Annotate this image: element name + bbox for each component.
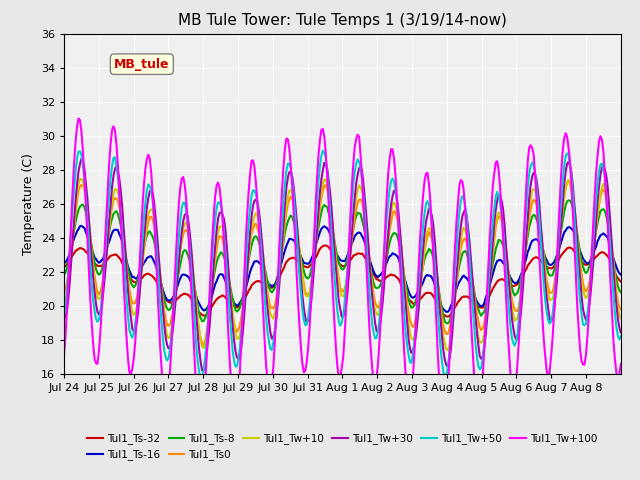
Tul1_Tw+10 — [81, 184, 88, 190]
Tul1_Ts-16 — [617, 272, 625, 277]
Line: Tul1_Ts-16: Tul1_Ts-16 — [64, 226, 621, 312]
Tul1_Tw+10 — [543, 284, 550, 290]
Tul1_Tw+30 — [349, 211, 357, 216]
Tul1_Ts0 — [541, 267, 549, 273]
Tul1_Ts-32 — [616, 277, 623, 283]
Tul1_Ts-32 — [97, 263, 104, 269]
Line: Tul1_Ts0: Tul1_Ts0 — [64, 180, 621, 345]
Tul1_Ts0 — [97, 289, 104, 295]
Tul1_Tw+100 — [81, 174, 88, 180]
Tul1_Ts-8 — [79, 202, 87, 207]
Tul1_Tw+10 — [60, 302, 68, 308]
Tul1_Ts-16 — [98, 257, 106, 263]
Tul1_Tw+100 — [60, 352, 68, 358]
Tul1_Ts0 — [458, 239, 466, 245]
Tul1_Ts0 — [348, 238, 356, 244]
Tul1_Ts-32 — [444, 314, 452, 320]
Tul1_Ts-16 — [348, 240, 356, 246]
Tul1_Tw+100 — [75, 116, 83, 121]
Tul1_Ts-16 — [60, 260, 68, 266]
Tul1_Tw+30 — [460, 209, 468, 215]
Tul1_Tw+30 — [617, 330, 625, 336]
Line: Tul1_Ts-32: Tul1_Ts-32 — [64, 245, 621, 317]
Tul1_Ts-8 — [566, 198, 573, 204]
Tul1_Tw+30 — [77, 156, 85, 162]
Tul1_Ts0 — [60, 290, 68, 296]
Tul1_Ts-32 — [321, 242, 328, 248]
Tul1_Tw+50 — [79, 162, 87, 168]
Tul1_Ts-8 — [616, 288, 623, 293]
Tul1_Ts0 — [617, 306, 625, 312]
Tul1_Tw+10 — [444, 348, 452, 353]
Tul1_Tw+10 — [616, 312, 623, 318]
Tul1_Ts-32 — [543, 264, 550, 269]
Tul1_Ts-16 — [77, 223, 85, 229]
Tul1_Tw+30 — [616, 325, 623, 331]
Tul1_Tw+50 — [460, 194, 468, 200]
Tul1_Tw+100 — [543, 368, 550, 373]
Tul1_Tw+30 — [60, 316, 68, 322]
Title: MB Tule Tower: Tule Temps 1 (3/19/14-now): MB Tule Tower: Tule Temps 1 (3/19/14-now… — [178, 13, 507, 28]
Tul1_Tw+50 — [198, 375, 206, 381]
Tul1_Tw+100 — [460, 188, 468, 194]
Tul1_Ts-32 — [460, 294, 468, 300]
Tul1_Tw+50 — [617, 334, 625, 339]
Tul1_Tw+50 — [319, 148, 326, 154]
Tul1_Tw+10 — [460, 225, 468, 230]
Legend: Tul1_Ts-32, Tul1_Ts-16, Tul1_Ts-8, Tul1_Ts0, Tul1_Tw+10, Tul1_Tw+30, Tul1_Tw+50,: Tul1_Ts-32, Tul1_Ts-16, Tul1_Ts-8, Tul1_… — [83, 429, 602, 465]
Tul1_Ts-32 — [60, 264, 68, 270]
Tul1_Ts-8 — [346, 240, 354, 246]
Tul1_Tw+50 — [616, 336, 623, 342]
Tul1_Ts0 — [200, 342, 207, 348]
Tul1_Ts-16 — [460, 273, 468, 278]
Tul1_Ts-8 — [444, 321, 452, 326]
Tul1_Tw+10 — [617, 315, 625, 321]
Tul1_Tw+50 — [349, 181, 357, 187]
Tul1_Tw+100 — [616, 371, 623, 377]
Tul1_Tw+30 — [98, 303, 106, 309]
Tul1_Ts-8 — [458, 251, 466, 257]
Line: Tul1_Tw+30: Tul1_Tw+30 — [64, 159, 621, 371]
Tul1_Ts-32 — [348, 255, 356, 261]
Tul1_Ts0 — [79, 183, 87, 189]
Tul1_Ts-32 — [79, 246, 87, 252]
Line: Tul1_Ts-8: Tul1_Ts-8 — [64, 201, 621, 324]
Tul1_Tw+50 — [60, 314, 68, 320]
Line: Tul1_Tw+10: Tul1_Tw+10 — [64, 179, 621, 350]
Line: Tul1_Tw+100: Tul1_Tw+100 — [64, 119, 621, 421]
Tul1_Tw+10 — [348, 232, 356, 238]
Line: Tul1_Tw+50: Tul1_Tw+50 — [64, 151, 621, 378]
Tul1_Tw+100 — [98, 305, 106, 311]
Tul1_Ts-16 — [442, 309, 450, 315]
Tul1_Ts0 — [616, 304, 623, 310]
Tul1_Ts-8 — [617, 289, 625, 295]
Tul1_Tw+50 — [97, 310, 104, 315]
Tul1_Tw+100 — [617, 361, 625, 367]
Tul1_Tw+50 — [543, 309, 550, 314]
Text: MB_tule: MB_tule — [114, 58, 170, 71]
Tul1_Ts-16 — [81, 225, 88, 231]
Tul1_Tw+100 — [197, 418, 205, 424]
Tul1_Tw+10 — [98, 289, 106, 295]
Tul1_Ts-8 — [60, 272, 68, 278]
Tul1_Tw+30 — [543, 294, 550, 300]
Tul1_Ts-8 — [97, 271, 104, 276]
Tul1_Tw+10 — [76, 176, 84, 182]
Tul1_Tw+30 — [198, 368, 206, 373]
Tul1_Ts-16 — [616, 270, 623, 276]
Tul1_Ts-16 — [543, 257, 550, 263]
Tul1_Tw+30 — [81, 166, 88, 171]
Tul1_Ts0 — [564, 178, 572, 183]
Y-axis label: Temperature (C): Temperature (C) — [22, 153, 35, 255]
Tul1_Ts-32 — [617, 278, 625, 284]
Tul1_Tw+100 — [349, 161, 357, 167]
Tul1_Ts-8 — [541, 258, 549, 264]
